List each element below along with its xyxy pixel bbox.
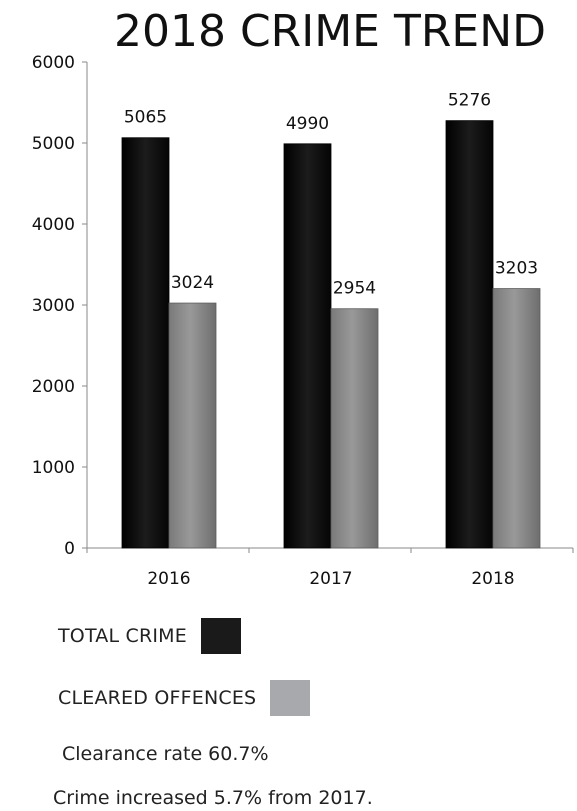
bar-total-crime: [445, 120, 494, 549]
crime-trend-chart: 2018 CRIME TREND 0 1000 2000 3000 4000 5000 60…: [32, 6, 574, 589]
data-label: 2954: [333, 279, 376, 299]
legend-cleared-offences: CLEARED OFFENCES: [58, 680, 311, 716]
bar-total-crime: [283, 143, 332, 549]
bar-cleared-offences: [492, 288, 541, 549]
bar-cleared-offences: [330, 308, 379, 549]
bar-total-crime: [121, 137, 170, 549]
legend-label-total-crime: TOTAL CRIME: [58, 625, 187, 647]
chart-data-labels: 5065 3024 4990 2954 5276 3203: [124, 91, 538, 299]
data-label: 3024: [171, 273, 214, 293]
y-tick-label: 5000: [32, 134, 75, 154]
chart-bars: [121, 120, 541, 549]
x-tick-label: 2018: [471, 569, 514, 589]
crime-change-note: Crime increased 5.7% from 2017.: [53, 787, 373, 809]
legend-swatch-total-crime: [200, 618, 241, 654]
y-tick-label: 1000: [32, 458, 75, 478]
legend-label-cleared-offences: CLEARED OFFENCES: [58, 687, 257, 709]
data-label: 5065: [124, 108, 167, 128]
legend-total-crime: TOTAL CRIME: [58, 618, 241, 654]
clearance-rate-note: Clearance rate 60.7%: [62, 743, 269, 765]
data-label: 5276: [448, 91, 491, 111]
y-tick-label: 0: [64, 539, 75, 559]
chart-title: 2018 CRIME TREND: [114, 6, 546, 57]
x-tick-label: 2017: [309, 569, 352, 589]
chart-axes: 0 1000 2000 3000 4000 5000 6000 2016 2017 2018: [32, 53, 574, 589]
y-tick-label: 4000: [32, 215, 75, 235]
data-label: 3203: [495, 259, 538, 279]
y-tick-label: 6000: [32, 53, 75, 73]
y-tick-label: 2000: [32, 377, 75, 397]
data-label: 4990: [286, 114, 329, 134]
bar-cleared-offences: [168, 302, 217, 549]
legend-swatch-cleared-offences: [270, 680, 311, 716]
y-tick-label: 3000: [32, 296, 75, 316]
x-tick-label: 2016: [147, 569, 190, 589]
